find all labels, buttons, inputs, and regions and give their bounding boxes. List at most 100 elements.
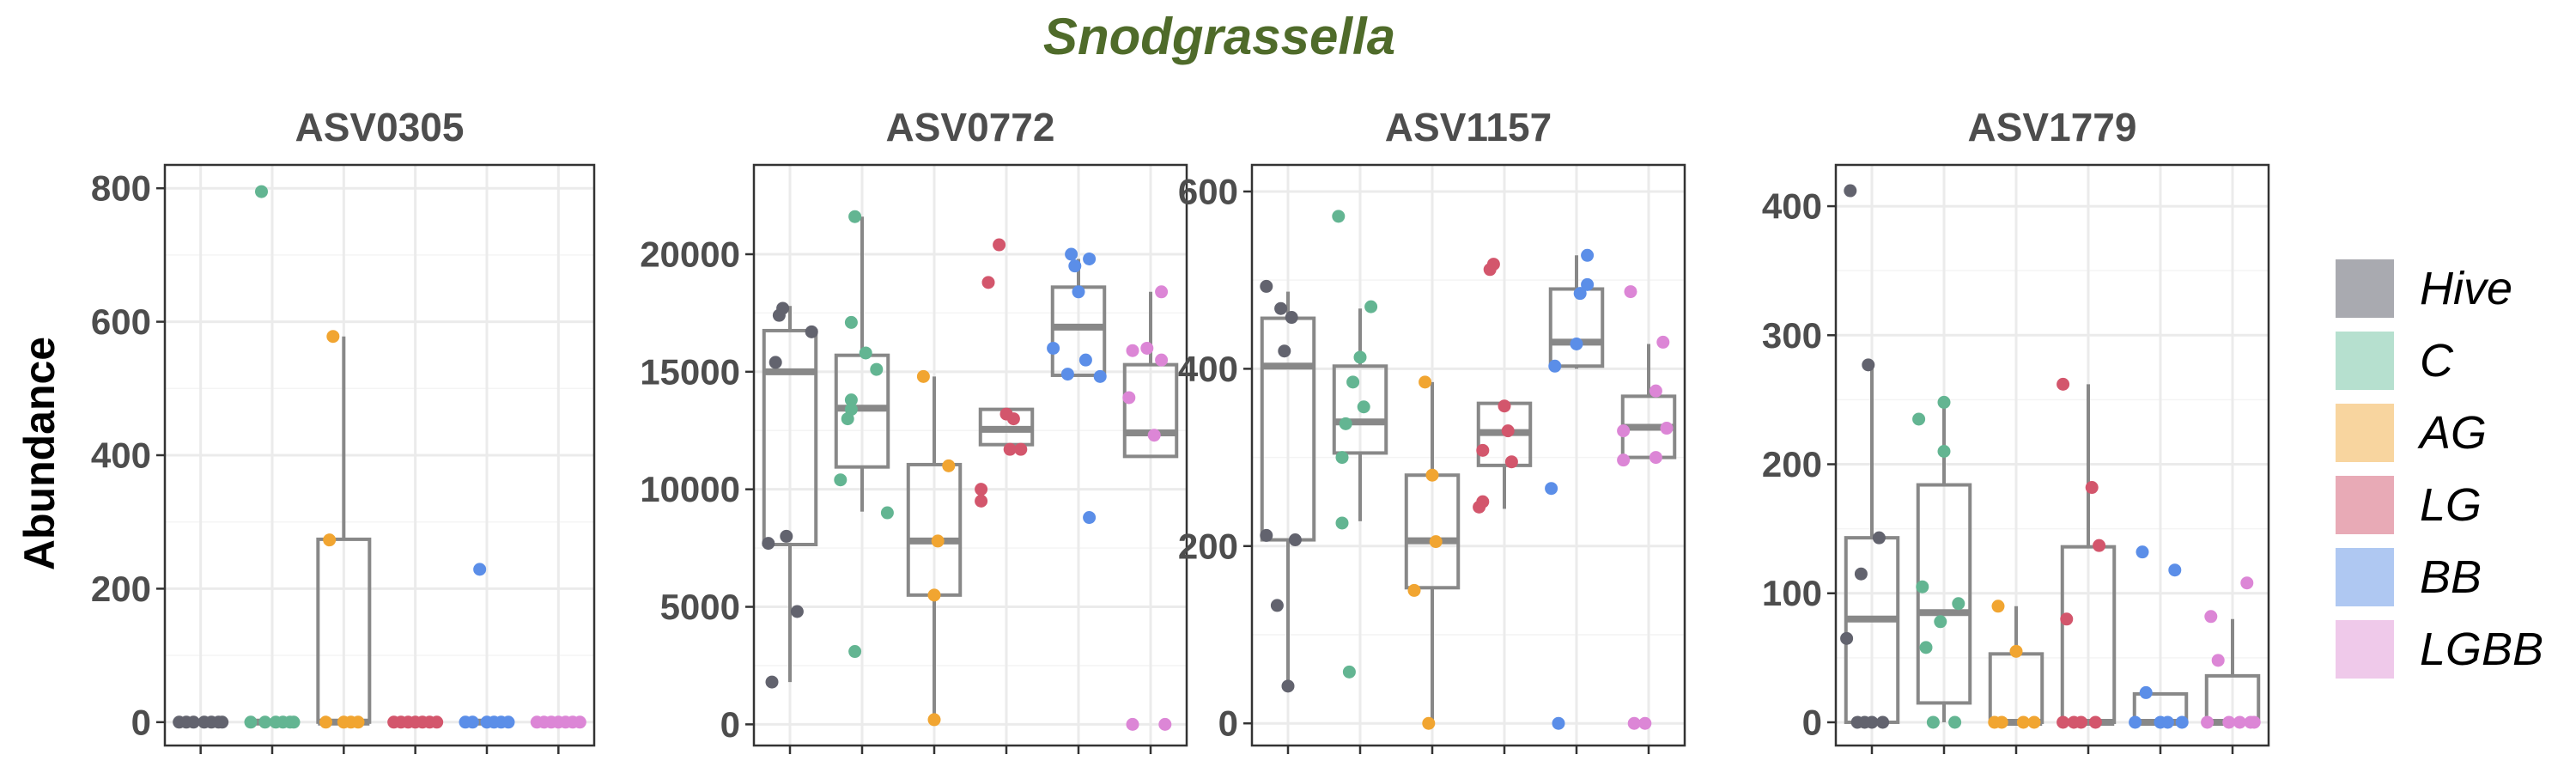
data-point-hive bbox=[1285, 311, 1298, 325]
data-point-lg bbox=[975, 494, 988, 508]
data-point-ag bbox=[1991, 600, 2005, 613]
data-point-bb bbox=[1552, 716, 1565, 730]
data-point-lg bbox=[2093, 539, 2106, 552]
data-point-c bbox=[244, 715, 258, 729]
data-point-ag bbox=[1407, 583, 1421, 597]
legend-label-bb: BB bbox=[2420, 551, 2482, 603]
legend-item-hive: Hive bbox=[2336, 256, 2576, 328]
panel-background bbox=[1836, 165, 2269, 746]
data-point-ag bbox=[323, 533, 337, 547]
data-point-bb bbox=[1093, 369, 1107, 383]
data-point-bb bbox=[1581, 277, 1595, 291]
legend-item-ag: AG bbox=[2336, 400, 2576, 472]
data-point-hive bbox=[1281, 679, 1295, 693]
data-point-lgbb bbox=[1638, 716, 1652, 730]
box-iqr bbox=[1122, 362, 1179, 459]
data-point-hive bbox=[1274, 301, 1288, 315]
data-point-c bbox=[1937, 444, 1951, 458]
y-tick-label: 600 bbox=[91, 301, 151, 342]
data-point-bb bbox=[465, 715, 479, 729]
data-point-lg bbox=[430, 715, 444, 729]
data-point-bb bbox=[2136, 545, 2149, 559]
data-point-ag bbox=[931, 534, 945, 548]
data-point-c bbox=[880, 506, 894, 520]
data-point-c bbox=[258, 715, 272, 729]
data-point-lgbb bbox=[2233, 715, 2246, 729]
data-point-c bbox=[870, 362, 884, 376]
data-point-c bbox=[1332, 210, 1346, 223]
data-point-c bbox=[1342, 665, 1356, 679]
data-point-hive bbox=[216, 715, 229, 729]
data-point-bb bbox=[473, 563, 487, 576]
data-point-lgbb bbox=[1656, 335, 1670, 349]
data-point-ag bbox=[1419, 375, 1432, 389]
data-point-bb bbox=[1083, 252, 1097, 265]
data-point-lg bbox=[1501, 424, 1515, 438]
panel-asv0305: 0 200 400 600 800 ASV0305 bbox=[91, 105, 596, 754]
data-point-lg bbox=[1476, 443, 1490, 457]
legend-item-lgbb: LGBB bbox=[2336, 617, 2576, 689]
data-point-bb bbox=[2168, 563, 2182, 577]
legend-label-ag: AG bbox=[2420, 407, 2488, 459]
legend-swatch-c bbox=[2336, 332, 2394, 390]
data-point-lgbb bbox=[2204, 610, 2218, 624]
data-point-ag bbox=[1422, 716, 1436, 730]
data-point-lg bbox=[1504, 455, 1518, 469]
data-point-bb bbox=[1060, 368, 1074, 381]
data-point-ag bbox=[2009, 644, 2023, 658]
data-point-lgbb bbox=[1155, 285, 1169, 299]
data-point-lgbb bbox=[2247, 715, 2261, 729]
panel-border bbox=[752, 163, 1188, 747]
box-iqr bbox=[1916, 483, 1972, 705]
data-point-c bbox=[1346, 375, 1360, 389]
data-point-c bbox=[844, 403, 858, 417]
panel-border bbox=[1834, 163, 2270, 747]
data-point-lgbb bbox=[1649, 384, 1662, 398]
data-point-lgbb bbox=[1147, 429, 1161, 442]
data-point-lg bbox=[993, 238, 1006, 252]
data-point-c bbox=[255, 185, 268, 198]
data-point-hive bbox=[186, 715, 200, 729]
data-point-lg bbox=[2057, 377, 2070, 391]
data-point-lgbb bbox=[1660, 422, 1674, 435]
legend-swatch-bb bbox=[2336, 548, 2394, 606]
data-point-c bbox=[1357, 400, 1370, 414]
data-point-lgbb bbox=[1158, 717, 1172, 731]
y-tick-label: 15000 bbox=[640, 351, 740, 392]
y-tick-label: 600 bbox=[1178, 171, 1238, 211]
data-point-c bbox=[834, 473, 848, 487]
data-point-bb bbox=[1068, 259, 1082, 273]
data-point-lgbb bbox=[1627, 716, 1641, 730]
legend-swatch-ag bbox=[2336, 404, 2394, 462]
data-point-c bbox=[859, 346, 872, 360]
data-point-ag bbox=[326, 330, 340, 344]
legend-label-hive: Hive bbox=[2420, 263, 2513, 314]
box-iqr bbox=[1332, 364, 1388, 455]
data-point-hive bbox=[1260, 279, 1273, 293]
data-point-bb bbox=[1078, 353, 1092, 367]
panel-asv0772: 0 5000 10000 15000 20000 ASV0772 bbox=[640, 105, 1188, 754]
data-point-hive bbox=[805, 325, 818, 338]
legend-item-bb: BB bbox=[2336, 545, 2576, 617]
data-point-bb bbox=[1573, 287, 1587, 301]
y-tick-label: 0 bbox=[131, 702, 151, 742]
data-point-c bbox=[1916, 580, 1929, 593]
data-point-hive bbox=[1844, 184, 1857, 198]
panel-background bbox=[754, 165, 1187, 746]
data-point-bb bbox=[501, 715, 515, 729]
data-point-hive bbox=[1840, 631, 1854, 645]
y-tick-label: 0 bbox=[720, 704, 740, 745]
data-point-bb bbox=[1570, 337, 1583, 350]
legend-item-c: C bbox=[2336, 328, 2576, 400]
panel-asv1779: 0 100 200 300 400 ASV1779 bbox=[1762, 105, 2270, 754]
data-point-bb bbox=[1072, 285, 1085, 299]
data-point-c bbox=[1919, 641, 1933, 654]
data-point-lg bbox=[2085, 481, 2099, 495]
panel-border bbox=[1250, 163, 1686, 747]
panel-asv1157: 0 200 400 600 ASV1157 bbox=[1178, 105, 1686, 754]
data-point-c bbox=[848, 645, 862, 659]
panel-title: ASV1779 bbox=[1968, 105, 2137, 149]
data-point-c bbox=[1912, 412, 1926, 426]
data-point-lgbb bbox=[1155, 353, 1169, 367]
